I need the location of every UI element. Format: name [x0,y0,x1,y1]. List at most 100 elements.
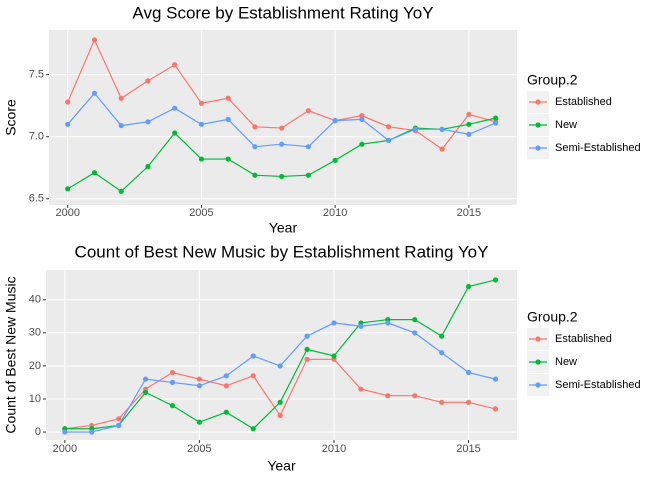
data-point [332,157,338,163]
plot-background [49,30,517,205]
data-point [172,62,178,68]
x-tick-label: 2000 [55,207,79,219]
data-point [439,126,445,132]
data-point [65,121,71,127]
legend-label: New [555,356,577,368]
data-point [225,116,231,122]
data-point [331,353,337,359]
data-point [118,122,124,129]
legend-label: Established [555,96,612,108]
data-point [252,144,258,150]
data-point [305,144,312,150]
data-point [225,156,231,162]
data-point [172,105,178,111]
x-tick-label: 2010 [323,207,347,219]
data-point [279,141,285,147]
data-point [305,172,312,178]
data-point [359,113,365,119]
legend-label: Established [555,333,612,345]
y-tick-label: 7.5 [29,69,44,81]
data-point [465,283,472,290]
data-point [493,120,499,126]
y-tick-label: 0 [35,426,41,438]
data-point [169,379,176,386]
legend-swatch-point [535,382,541,388]
data-point [252,124,258,130]
y-tick-label: 40 [29,294,41,306]
data-point [196,383,203,389]
data-point [305,108,312,114]
data-point [145,163,151,170]
data-point [465,399,472,405]
data-point [65,186,71,192]
data-point [198,100,205,106]
y-tick-label: 7.0 [29,131,44,143]
data-point [386,137,392,144]
data-point [118,95,124,101]
data-point [89,429,95,435]
legend-label: Semi-Established [555,379,641,391]
data-point [250,373,256,379]
data-point [492,277,499,283]
data-point [466,131,472,137]
data-point [439,350,445,356]
data-point [91,90,98,96]
data-point [358,323,364,329]
data-point [277,363,283,369]
data-point [465,369,472,376]
data-point [145,78,151,84]
data-point [250,426,256,432]
data-point [412,317,418,323]
data-point [198,156,205,162]
x-axis-title: Year [269,220,298,236]
data-point [439,399,445,405]
x-tick-label: 2015 [457,207,481,219]
data-point [169,403,176,409]
data-point [332,118,338,124]
data-point [385,320,391,326]
legend-title: Group.2 [527,72,578,88]
data-point [492,406,499,412]
data-point [223,409,229,415]
legend-swatch-point [535,359,541,365]
legend-swatch-point [535,145,541,151]
data-point [91,170,98,176]
y-tick-label: 10 [29,393,41,405]
data-point [466,121,472,127]
legend-title: Group.2 [527,309,578,325]
data-point [359,141,365,147]
data-point [439,146,445,152]
data-point [304,333,310,339]
data-point [412,393,418,399]
y-tick-label: 20 [29,360,41,372]
legend-swatch-point [535,99,541,105]
data-point [65,99,71,105]
data-point [116,416,122,422]
data-point [142,376,149,382]
chart-title: Count of Best New Music by Establishment… [75,242,489,261]
data-point [412,330,418,336]
data-point [492,376,499,382]
data-point [252,172,258,178]
x-tick-label: 2010 [322,443,346,455]
data-point [142,389,149,395]
data-point [118,188,124,194]
data-point [331,320,337,326]
data-point [279,125,285,131]
chart-title: Avg Score by Establishment Rating YoY [132,3,433,22]
legend-label: New [555,119,577,131]
data-point [304,346,310,352]
y-tick-label: 6.5 [29,193,44,205]
data-point [466,111,472,117]
data-point [439,333,445,339]
data-point [225,95,231,101]
data-point [250,353,256,359]
data-point [279,173,285,180]
x-tick-label: 2005 [189,207,213,219]
data-point [386,124,392,130]
data-point [277,399,283,405]
data-point [277,412,283,419]
legend-swatch-point [535,336,541,342]
